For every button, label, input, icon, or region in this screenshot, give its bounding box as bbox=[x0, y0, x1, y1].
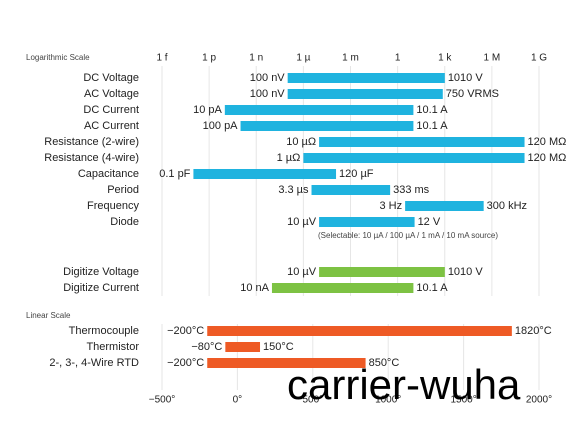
section-title: Logarithmic Scale bbox=[26, 53, 90, 62]
row-label: Thermocouple bbox=[69, 325, 139, 337]
x-tick-label: 1 n bbox=[249, 53, 263, 64]
x-tick-label: 1 m bbox=[342, 53, 359, 64]
row-label: Diode bbox=[110, 216, 139, 228]
start-label: −200°C bbox=[167, 357, 204, 369]
range-bar bbox=[225, 342, 261, 352]
row-label: AC Current bbox=[84, 120, 139, 132]
x-tick-label: 1 bbox=[395, 53, 401, 64]
row-label: DC Voltage bbox=[83, 72, 139, 84]
section-title: Linear Scale bbox=[26, 311, 71, 320]
end-label: 10.1 A bbox=[416, 282, 448, 294]
end-label: 850°C bbox=[369, 357, 400, 369]
range-bar bbox=[193, 169, 337, 179]
row-label: Resistance (4-wire) bbox=[44, 152, 139, 164]
x-tick-label: 1 M bbox=[484, 53, 501, 64]
row-label: Frequency bbox=[87, 200, 139, 212]
x-tick-label: 1000° bbox=[375, 395, 401, 406]
end-label: 12 V bbox=[418, 216, 441, 228]
end-label: 120 MΩ bbox=[528, 152, 567, 164]
row-label: Digitize Current bbox=[63, 282, 139, 294]
x-tick-label: 500° bbox=[302, 395, 323, 406]
end-label: 150°C bbox=[263, 341, 294, 353]
range-bar bbox=[224, 105, 414, 115]
row-label: 2-, 3-, 4-Wire RTD bbox=[49, 357, 139, 369]
row-label: Capacitance bbox=[78, 168, 139, 180]
range-bar bbox=[319, 217, 415, 227]
x-tick-label: 1 k bbox=[438, 53, 452, 64]
start-label: 10 µΩ bbox=[286, 136, 316, 148]
start-label: 100 nV bbox=[250, 88, 286, 100]
x-tick-label: 1 G bbox=[531, 53, 547, 64]
start-label: 0.1 pF bbox=[159, 168, 190, 180]
x-tick-label: 1 p bbox=[202, 53, 216, 64]
start-label: 10 pA bbox=[193, 104, 222, 116]
watermark: carrier-wuha bbox=[287, 361, 521, 408]
x-tick-label: 0° bbox=[233, 395, 243, 406]
range-bar bbox=[271, 283, 414, 293]
end-label: 333 ms bbox=[393, 184, 430, 196]
end-label: 1010 V bbox=[448, 72, 484, 84]
row-label: Digitize Voltage bbox=[63, 266, 139, 278]
x-tick-label: 1500° bbox=[450, 395, 476, 406]
range-bar bbox=[240, 121, 414, 131]
end-label: 10.1 A bbox=[416, 104, 448, 116]
row-label: Thermistor bbox=[86, 341, 139, 353]
end-label: 10.1 A bbox=[416, 120, 448, 132]
start-label: 10 µV bbox=[287, 266, 317, 278]
start-label: 3.3 µs bbox=[278, 184, 309, 196]
x-tick-label: 2000° bbox=[526, 395, 552, 406]
end-label: 1010 V bbox=[448, 266, 484, 278]
range-bar bbox=[287, 73, 445, 83]
end-label: 750 VRMS bbox=[446, 88, 499, 100]
x-tick-label: 1 µ bbox=[296, 53, 310, 64]
start-label: 10 µV bbox=[287, 216, 317, 228]
row-label: Period bbox=[107, 184, 139, 196]
row-label: AC Voltage bbox=[84, 88, 139, 100]
range-bar bbox=[311, 185, 391, 195]
end-label: 120 MΩ bbox=[528, 136, 567, 148]
end-label: 120 µF bbox=[339, 168, 374, 180]
range-bar bbox=[207, 358, 366, 368]
start-label: 100 nV bbox=[250, 72, 286, 84]
start-label: 100 pA bbox=[203, 120, 239, 132]
start-label: 1 µΩ bbox=[277, 152, 301, 164]
row-label: DC Current bbox=[83, 104, 139, 116]
range-bar bbox=[303, 153, 525, 163]
start-label: 3 Hz bbox=[379, 200, 402, 212]
end-label: 1820°C bbox=[515, 325, 552, 337]
range-bar bbox=[405, 201, 484, 211]
start-label: −80°C bbox=[191, 341, 222, 353]
start-label: −200°C bbox=[167, 325, 204, 337]
range-bar bbox=[319, 267, 445, 277]
annotation: (Selectable: 10 µA / 100 µA / 1 mA / 10 … bbox=[318, 231, 498, 240]
x-tick-label: 1 f bbox=[156, 53, 167, 64]
range-bar bbox=[319, 137, 525, 147]
range-bar bbox=[207, 326, 512, 336]
row-label: Resistance (2-wire) bbox=[44, 136, 139, 148]
end-label: 300 kHz bbox=[487, 200, 527, 212]
range-bar bbox=[287, 89, 443, 99]
x-tick-label: −500° bbox=[149, 395, 176, 406]
start-label: 10 nA bbox=[240, 282, 269, 294]
